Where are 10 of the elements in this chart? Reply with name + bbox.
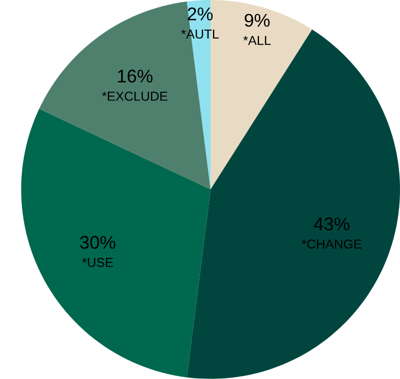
slice-label: *ALL [243,36,271,45]
slice-label: *EXCLUDE [102,92,168,101]
data-label: 43% [314,218,350,230]
data-label: 9% [244,14,270,27]
slice-label: *CHANGE [302,240,362,249]
slice-label: *AUTL [181,30,219,39]
slice-label: *USE [82,258,113,268]
data-label: 30% [80,236,116,249]
data-label: 16% [118,70,152,83]
data-label: 2% [188,8,213,20]
